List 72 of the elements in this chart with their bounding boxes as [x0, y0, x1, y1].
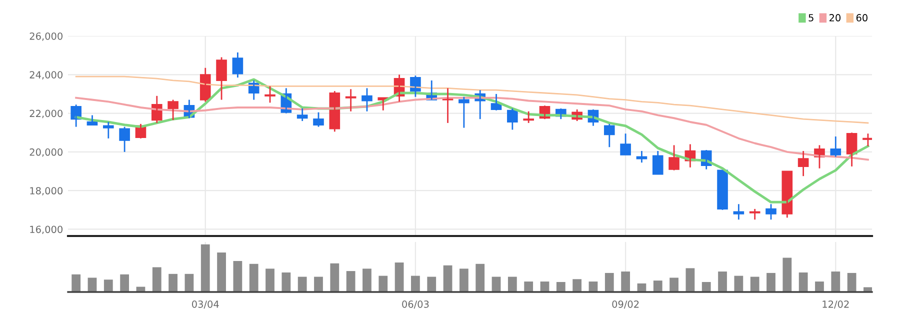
bar	[411, 276, 420, 292]
bar	[72, 274, 81, 292]
bar	[604, 272, 614, 292]
bar	[815, 282, 824, 292]
bar	[394, 262, 404, 292]
line-series	[75, 76, 869, 124]
bar	[314, 276, 323, 292]
bar	[378, 276, 388, 292]
bar	[702, 282, 711, 292]
candlestick	[668, 144, 680, 171]
bar	[621, 272, 630, 292]
bar	[330, 263, 340, 292]
bar	[653, 280, 662, 292]
bar	[572, 279, 582, 292]
bar	[782, 258, 792, 292]
x-tick-label: 06/03	[402, 300, 429, 309]
y-tick-label: 26,000	[30, 32, 62, 41]
candlestick	[119, 126, 130, 153]
candlestick	[313, 112, 324, 128]
bar	[266, 268, 274, 292]
candlestick	[636, 150, 648, 164]
y-tick-label: 20,000	[30, 148, 62, 157]
bar	[362, 268, 372, 292]
candlestick	[216, 56, 227, 100]
candlestick	[103, 121, 114, 140]
bar	[766, 272, 776, 292]
legend-label: 60	[856, 14, 868, 22]
bar	[831, 272, 840, 292]
bar	[734, 276, 744, 292]
bar	[847, 272, 856, 292]
candlestick	[717, 170, 728, 211]
x-tick-label: 09/02	[612, 300, 639, 309]
candlestick	[458, 96, 470, 128]
bar	[718, 272, 727, 292]
y-tick-label: 16,000	[30, 226, 62, 234]
x-tick-label: 03/04	[192, 300, 219, 309]
bar	[152, 267, 162, 292]
candlestick	[830, 136, 842, 158]
bar	[120, 274, 130, 292]
bar	[686, 268, 695, 292]
bar	[798, 272, 808, 292]
bar	[443, 265, 452, 292]
candlestick	[168, 99, 178, 121]
bar	[249, 264, 258, 292]
y-tick-label: 18,000	[30, 187, 62, 196]
bar	[476, 264, 485, 292]
bar	[168, 274, 178, 292]
bar	[88, 278, 97, 292]
candlestick	[362, 87, 372, 112]
y-tick-label: 22,000	[30, 110, 62, 118]
bar	[233, 261, 242, 292]
bar	[508, 276, 517, 292]
bar	[217, 252, 226, 292]
bar	[184, 274, 194, 292]
y-tick-label: 24,000	[30, 71, 62, 80]
bar	[104, 280, 113, 292]
bar	[524, 282, 534, 292]
candlestick	[264, 86, 276, 104]
bar	[346, 271, 356, 292]
bar	[200, 244, 210, 292]
legend-label: 20	[829, 14, 841, 22]
bar	[459, 268, 468, 292]
bar	[670, 278, 678, 292]
candlestick	[766, 203, 776, 220]
x-tick-label: 12/02	[822, 300, 849, 309]
bar	[556, 282, 566, 292]
bar	[750, 276, 760, 292]
legend-label: 5	[808, 14, 814, 22]
bar	[427, 276, 436, 292]
bar	[282, 272, 291, 292]
candlestick	[620, 132, 631, 156]
bar	[298, 276, 307, 292]
